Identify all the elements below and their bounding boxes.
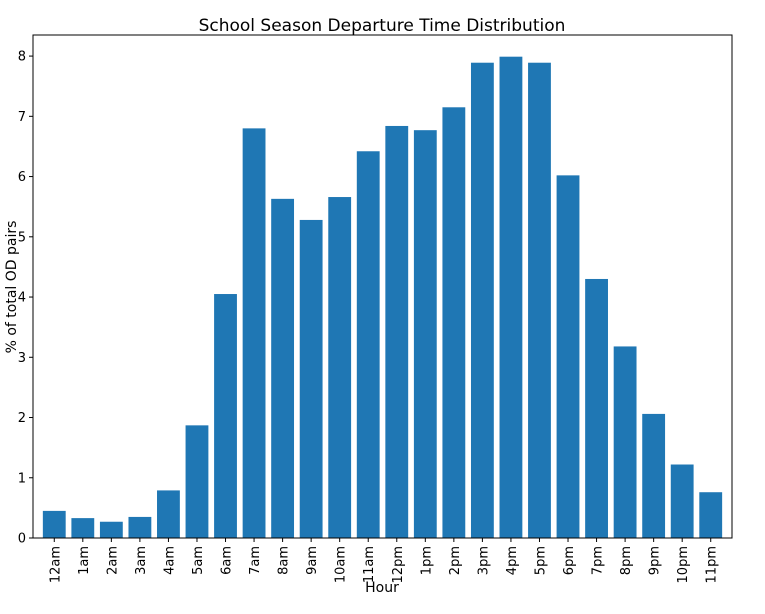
x-tick-label: 7am bbox=[248, 546, 263, 575]
x-tick-label: 6am bbox=[220, 546, 235, 575]
x-tick-label: 10pm bbox=[676, 546, 691, 583]
x-tick-label: 4pm bbox=[505, 546, 520, 575]
y-axis-label: % of total OD pairs bbox=[4, 221, 20, 354]
x-tick-label: 9am bbox=[305, 546, 320, 575]
bar-8pm bbox=[613, 346, 637, 538]
bar-11am bbox=[356, 151, 380, 538]
y-tick-label: 7 bbox=[18, 110, 26, 125]
x-tick-label: 5pm bbox=[533, 546, 548, 575]
x-tick-label: 3pm bbox=[476, 546, 491, 575]
x-tick-label: 11am bbox=[362, 546, 377, 583]
y-tick-label: 1 bbox=[18, 471, 26, 486]
bar-9am bbox=[299, 219, 323, 538]
bar-12pm bbox=[385, 125, 409, 539]
x-tick-label: 12am bbox=[48, 546, 63, 583]
bar-6pm bbox=[556, 175, 580, 539]
bar-1am bbox=[71, 518, 95, 538]
y-tick-label: 8 bbox=[18, 50, 26, 65]
x-tick-label: 10am bbox=[334, 546, 349, 583]
bars-group bbox=[42, 56, 723, 539]
bar-11pm bbox=[699, 492, 723, 538]
y-axis-ticks: 0 1 2 3 4 5 6 7 8 bbox=[18, 50, 33, 547]
bar-7pm bbox=[585, 278, 608, 538]
bar-1pm bbox=[413, 130, 437, 538]
y-tick-label: 0 bbox=[18, 532, 26, 547]
bar-8am bbox=[271, 198, 295, 538]
bar-7am bbox=[242, 128, 266, 538]
bar-4am bbox=[157, 490, 180, 538]
y-tick-label: 2 bbox=[18, 411, 26, 426]
x-tick-label: 2am bbox=[105, 546, 120, 575]
x-tick-label: 12pm bbox=[391, 546, 406, 583]
bar-10am bbox=[328, 197, 352, 539]
x-tick-label: 9pm bbox=[648, 546, 663, 575]
x-tick-label: 11pm bbox=[705, 546, 720, 583]
y-tick-label: 3 bbox=[18, 351, 26, 366]
x-tick-label: 7pm bbox=[591, 546, 606, 575]
x-tick-label: 2pm bbox=[448, 546, 463, 575]
bar-10pm bbox=[670, 464, 694, 538]
bar-6am bbox=[214, 294, 237, 538]
x-tick-label: 5am bbox=[191, 546, 206, 575]
x-tick-label: 8am bbox=[277, 546, 292, 575]
x-axis-ticks: 12am 1am 2am 3am 4am 5am 6am 7am 8am 9am 10am 11am 1… bbox=[48, 538, 720, 583]
y-tick-label: 5 bbox=[18, 230, 26, 245]
x-tick-label: 3am bbox=[134, 546, 149, 575]
y-tick-label: 6 bbox=[18, 170, 26, 185]
bar-3am bbox=[128, 516, 152, 538]
x-axis-label: Hour bbox=[365, 580, 399, 596]
x-tick-label: 6pm bbox=[562, 546, 577, 575]
bar-2am bbox=[99, 521, 123, 538]
x-tick-label: 8pm bbox=[619, 546, 634, 575]
x-tick-label: 1am bbox=[77, 546, 92, 575]
chart-title: School Season Departure Time Distributio… bbox=[199, 16, 566, 36]
bar-5pm bbox=[528, 62, 551, 539]
x-tick-label: 1pm bbox=[419, 546, 434, 575]
y-tick-label: 4 bbox=[18, 291, 26, 306]
bar-4pm bbox=[499, 56, 523, 538]
bar-5am bbox=[185, 425, 209, 538]
bar-3pm bbox=[470, 62, 494, 539]
bar-9pm bbox=[642, 413, 666, 538]
x-tick-label: 4am bbox=[162, 546, 177, 575]
plot-frame bbox=[32, 34, 733, 539]
bar-2pm bbox=[442, 107, 466, 538]
bar-12am bbox=[42, 510, 66, 538]
